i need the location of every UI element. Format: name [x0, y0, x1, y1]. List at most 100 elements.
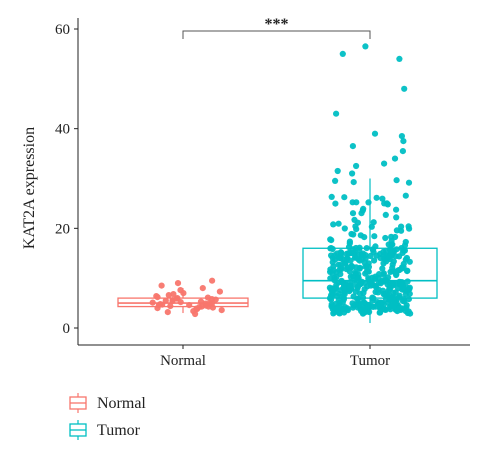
data-point	[216, 288, 223, 295]
data-point	[337, 249, 344, 256]
legend-label: Tumor	[97, 422, 141, 439]
data-point	[349, 170, 356, 177]
data-point	[364, 268, 371, 275]
data-point	[372, 288, 379, 296]
data-point	[352, 288, 359, 295]
data-point	[352, 254, 359, 261]
data-point	[392, 233, 399, 241]
data-point	[357, 232, 364, 239]
data-point	[396, 294, 403, 301]
data-point	[373, 252, 380, 259]
data-point	[381, 160, 388, 167]
significance-annotation: ***	[182, 16, 371, 39]
data-point	[349, 300, 356, 307]
data-point	[394, 308, 401, 315]
legend-item: Normal	[69, 393, 146, 413]
data-point	[385, 254, 392, 261]
data-point	[358, 307, 365, 315]
data-point	[356, 257, 363, 264]
data-point	[381, 200, 388, 207]
data-point	[387, 285, 394, 292]
data-point	[162, 297, 169, 304]
data-point	[329, 306, 336, 313]
data-point	[403, 304, 410, 311]
data-point	[346, 268, 353, 275]
data-point	[405, 223, 412, 230]
data-point	[359, 207, 366, 214]
data-point	[332, 177, 339, 184]
data-point	[332, 200, 339, 207]
data-point	[379, 265, 386, 272]
x-tick-label: Tumor	[350, 353, 390, 369]
data-point	[367, 252, 374, 260]
data-point	[337, 262, 344, 269]
data-point	[330, 290, 337, 297]
data-point	[342, 259, 349, 266]
data-point	[371, 233, 378, 240]
data-point	[390, 258, 397, 265]
data-point	[380, 252, 387, 259]
data-point	[339, 50, 346, 58]
data-point	[371, 130, 379, 137]
data-point	[372, 282, 379, 289]
data-point	[379, 195, 386, 202]
data-point	[346, 240, 353, 247]
significance-bracket	[182, 30, 371, 39]
data-point	[393, 246, 400, 253]
significance-label: ***	[265, 16, 289, 33]
data-point	[209, 277, 216, 284]
jitter-points	[149, 43, 414, 318]
data-point	[398, 133, 405, 140]
data-point	[392, 253, 399, 260]
data-point	[339, 299, 346, 306]
data-point	[357, 281, 364, 288]
data-point	[329, 285, 337, 292]
box-iqr	[302, 247, 438, 299]
data-point	[158, 282, 165, 289]
data-point	[347, 286, 355, 293]
data-point	[405, 179, 413, 186]
data-point	[353, 199, 360, 206]
data-point	[347, 273, 354, 280]
data-point	[331, 274, 338, 282]
data-point	[400, 138, 407, 145]
data-point	[347, 257, 354, 264]
data-point	[371, 257, 378, 264]
data-point	[335, 220, 342, 227]
data-point	[367, 302, 374, 310]
data-point	[341, 291, 348, 298]
data-point	[390, 281, 397, 288]
data-point	[349, 143, 356, 150]
data-point	[401, 85, 408, 92]
data-point	[343, 250, 350, 257]
data-point	[373, 194, 380, 201]
data-point	[329, 259, 336, 266]
axes: 0 20 40 60 Normal Tumor KAT2A expression	[21, 18, 470, 369]
y-tick-label: 60	[55, 22, 70, 38]
y-tick-label: 20	[55, 221, 70, 237]
data-point	[406, 284, 413, 291]
data-point	[393, 177, 400, 184]
data-point	[398, 223, 405, 230]
data-point	[391, 155, 399, 162]
data-point	[389, 264, 396, 272]
data-point	[328, 193, 335, 200]
legend-label: Normal	[97, 395, 146, 412]
data-point	[399, 148, 406, 155]
y-tick-label: 0	[63, 321, 71, 337]
data-point	[164, 309, 171, 316]
data-point	[335, 290, 342, 297]
data-point	[358, 301, 365, 308]
data-point	[380, 270, 387, 277]
data-point	[174, 280, 182, 287]
data-point	[349, 210, 357, 217]
legend-item: Tumor	[69, 420, 141, 440]
data-point	[354, 295, 361, 303]
data-point	[199, 285, 206, 292]
y-axis-title: KAT2A expression	[21, 127, 38, 249]
data-point	[397, 281, 404, 288]
data-point	[406, 290, 413, 297]
data-point	[391, 299, 398, 306]
